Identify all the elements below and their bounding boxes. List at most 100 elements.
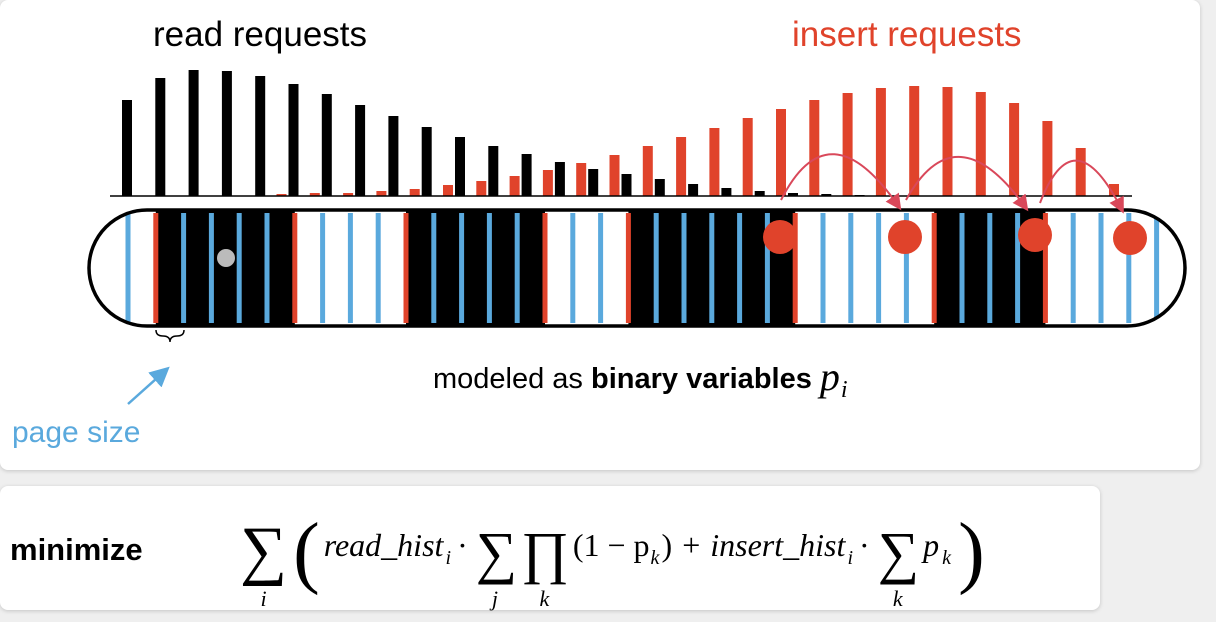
page-slot-line xyxy=(681,213,687,323)
read-requests-label: read requests xyxy=(153,15,367,54)
read-bar xyxy=(455,137,465,196)
read-bar xyxy=(754,191,765,196)
variable-p: p xyxy=(817,354,840,399)
insert-hist-term: insert_hist xyxy=(710,527,846,563)
read-bar xyxy=(421,127,432,196)
insert-bar xyxy=(676,137,687,196)
page-slot-line xyxy=(486,213,492,323)
page-slot-line xyxy=(709,213,715,323)
page-boundary-line xyxy=(542,213,548,323)
insert-bar xyxy=(1109,184,1119,196)
insert-bar xyxy=(476,181,487,196)
read-bar xyxy=(288,84,299,196)
page-slot-line xyxy=(459,213,465,323)
page-slot-line xyxy=(848,213,854,323)
dot-operator: · xyxy=(457,527,468,563)
p-term: p xyxy=(921,527,939,563)
insert-bar xyxy=(443,185,453,196)
page-boundary-line xyxy=(625,213,631,323)
shift-arrow xyxy=(905,156,1029,212)
insert-bar xyxy=(409,189,420,196)
page-slot-line xyxy=(764,213,770,323)
gray-marker-dot xyxy=(217,249,235,267)
read-bar xyxy=(122,100,132,196)
page-slot-line xyxy=(208,213,214,323)
read-bar xyxy=(588,169,599,196)
shift-arrow xyxy=(780,153,902,211)
page-slot-line xyxy=(737,213,743,323)
read-bar xyxy=(321,94,332,196)
insert-bar xyxy=(776,109,786,196)
page-slot-line xyxy=(876,213,882,323)
page-boundary-line xyxy=(292,213,298,323)
insert-bar xyxy=(609,155,620,196)
p-sub-k: k xyxy=(942,547,952,569)
page-slot-line xyxy=(1015,213,1021,323)
page-slot-line xyxy=(514,213,520,323)
read-bar xyxy=(788,193,798,196)
insert-bar xyxy=(842,93,853,196)
sum-index-i: i xyxy=(260,586,266,611)
page-slot-line xyxy=(959,213,965,323)
page-slot-line xyxy=(1070,213,1076,323)
read-bar xyxy=(621,174,632,196)
modeled-bold: binary variables xyxy=(591,363,812,395)
read-bar xyxy=(188,70,199,196)
read-bar xyxy=(721,188,732,196)
page-boundary-line xyxy=(1042,213,1048,323)
read-bar xyxy=(654,179,665,196)
plus-operator: + xyxy=(682,527,700,563)
modeled-prefix: modeled as xyxy=(433,363,591,395)
read-bar xyxy=(355,105,366,196)
page-array xyxy=(89,210,1185,326)
read-bar xyxy=(821,194,832,196)
read-hist-sub: i xyxy=(446,547,452,569)
insert-bar xyxy=(343,193,354,196)
p-sub-k: k xyxy=(651,547,661,569)
insert-bar xyxy=(942,87,953,196)
sum-symbol: ∑ xyxy=(878,520,919,585)
page-slot-line xyxy=(653,213,659,323)
page-boundary-line xyxy=(792,213,798,323)
insert-marker-dot xyxy=(1018,218,1052,252)
read-bar xyxy=(554,162,565,196)
objective-formula: ∑ i ( read_hist i · ∑ j ∏ k (1 − p k ) +… xyxy=(240,508,985,611)
request-histogram xyxy=(122,70,1119,196)
page-slot-line xyxy=(1126,213,1132,323)
insert-bar xyxy=(975,92,986,196)
page-size-arrow xyxy=(127,366,170,405)
insert-bar xyxy=(742,118,753,196)
sum-symbol: ∑ xyxy=(476,520,517,585)
read-bar xyxy=(521,154,532,196)
variable-sub: i xyxy=(841,377,848,403)
insert-marker-dot xyxy=(763,220,797,254)
close-paren: ) xyxy=(958,508,985,596)
page-boundary-line xyxy=(403,213,409,323)
open-paren: ( xyxy=(293,508,320,596)
sum-index-k: k xyxy=(893,586,904,611)
insert-bar xyxy=(809,100,820,196)
page-slot-line xyxy=(820,213,826,323)
sum-symbol: ∑ xyxy=(240,514,287,587)
insert-bar xyxy=(909,86,920,196)
page-slot-line xyxy=(181,213,187,323)
insert-bar xyxy=(542,170,553,196)
read-bar xyxy=(221,71,232,196)
product-index-k: k xyxy=(539,586,550,611)
shift-arrow xyxy=(1039,159,1124,214)
insert-bar xyxy=(1042,121,1053,196)
page-slot-line xyxy=(375,213,381,323)
read-hist-term: read_hist xyxy=(324,527,445,563)
read-bar xyxy=(688,184,699,196)
insert-marker-dot xyxy=(888,220,922,254)
page-boundary-line xyxy=(153,213,159,323)
page-slot-line xyxy=(1154,213,1160,323)
one-minus-p: (1 − p xyxy=(573,527,650,563)
page-array-outline xyxy=(87,208,1187,328)
product-symbol: ∏ xyxy=(521,520,569,585)
dot-operator: · xyxy=(859,527,870,563)
insert-bar xyxy=(576,163,587,196)
close-small-paren: ) xyxy=(662,527,673,563)
page-slot-line xyxy=(320,213,326,323)
